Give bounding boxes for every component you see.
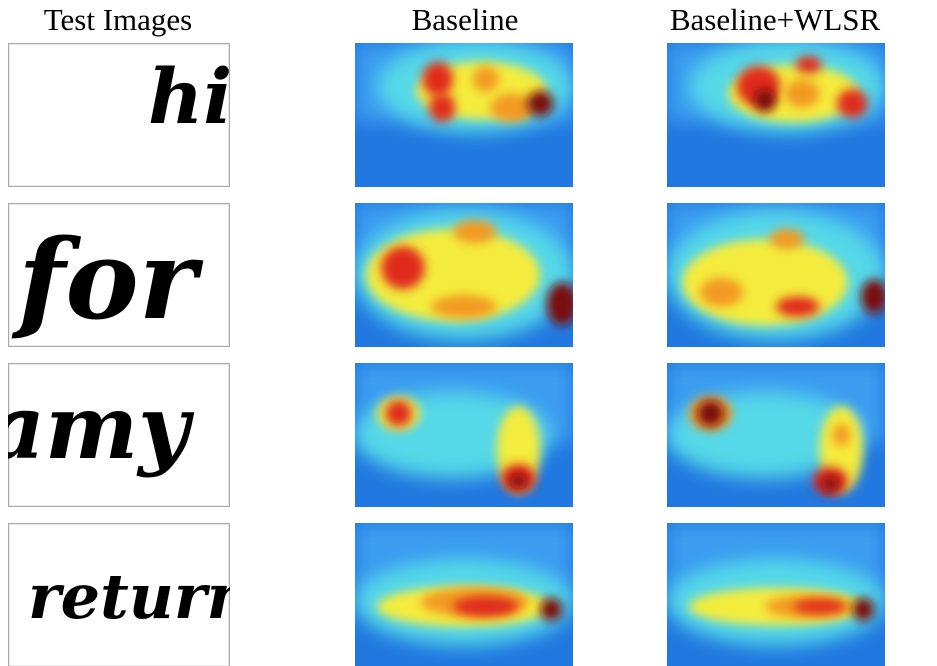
heat-blob bbox=[385, 400, 412, 427]
image-frame bbox=[8, 203, 230, 347]
heat-blob bbox=[821, 476, 840, 492]
heat-map bbox=[667, 203, 885, 347]
heat-blob bbox=[697, 400, 724, 427]
heat-map bbox=[667, 523, 885, 666]
heat-blob bbox=[490, 93, 534, 123]
image-frame bbox=[8, 523, 230, 666]
heat-blob bbox=[699, 277, 744, 307]
test-image: amy bbox=[0, 363, 230, 507]
image-frame bbox=[8, 363, 230, 507]
test-image: return bbox=[8, 523, 252, 666]
heat-blob bbox=[431, 295, 497, 319]
heat-blob bbox=[769, 228, 805, 250]
test-image: his bbox=[8, 43, 275, 187]
heat-map bbox=[355, 43, 573, 187]
test-image: for bbox=[8, 203, 230, 347]
heat-map bbox=[667, 43, 885, 187]
column-header: Test Images bbox=[44, 2, 192, 37]
heat-map bbox=[355, 363, 573, 507]
heat-blob bbox=[852, 597, 875, 621]
heat-blob bbox=[527, 90, 554, 117]
heat-blob bbox=[776, 296, 820, 317]
handwritten-word: return bbox=[28, 560, 252, 633]
heat-blob bbox=[429, 93, 456, 123]
heat-blob bbox=[546, 282, 573, 326]
heat-blob bbox=[509, 473, 528, 489]
heat-blob bbox=[861, 279, 885, 314]
heat-blob bbox=[754, 89, 776, 113]
heat-blob bbox=[472, 66, 499, 92]
handwritten-word: for bbox=[11, 215, 204, 344]
heat-blob bbox=[453, 220, 497, 244]
heat-blob bbox=[795, 55, 822, 74]
column-header: Baseline bbox=[412, 2, 519, 37]
handwritten-word: his bbox=[148, 52, 275, 141]
heat-blob bbox=[381, 246, 425, 290]
heat-blob bbox=[832, 423, 851, 447]
image-frame bbox=[8, 43, 230, 187]
heat-blob bbox=[793, 599, 846, 614]
heat-blob bbox=[837, 89, 868, 118]
handwritten-word: amy bbox=[0, 375, 195, 479]
heat-map bbox=[355, 203, 573, 347]
heat-map bbox=[355, 523, 573, 666]
heat-blob bbox=[453, 596, 519, 617]
heat-blob bbox=[784, 79, 820, 108]
column-header: Baseline+WLSR bbox=[670, 2, 881, 37]
heat-map bbox=[667, 363, 885, 507]
heat-blob bbox=[540, 597, 563, 621]
heat-blob bbox=[422, 61, 454, 97]
